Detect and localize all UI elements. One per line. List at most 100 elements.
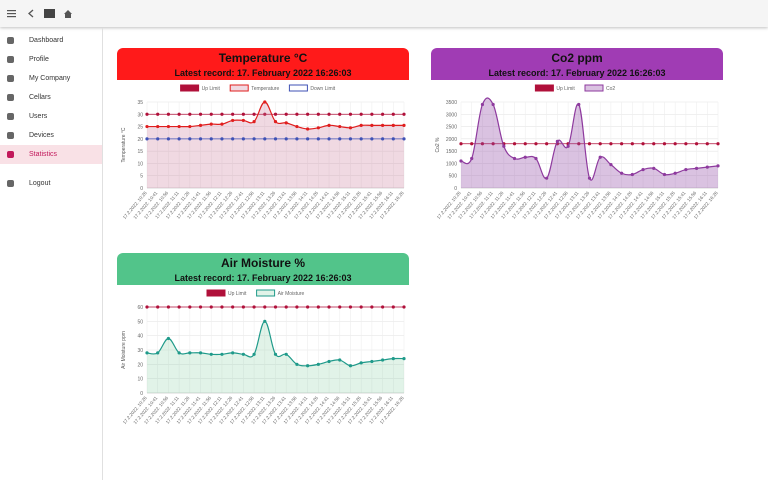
legend-swatch <box>288 84 308 92</box>
point <box>652 166 656 170</box>
point <box>284 121 288 125</box>
point <box>380 123 385 127</box>
point <box>273 137 278 141</box>
chart-title: Temperature °C <box>218 51 308 65</box>
point <box>145 124 149 129</box>
point <box>209 112 213 116</box>
point <box>370 359 374 364</box>
nav-item[interactable]: Dashboard <box>0 31 102 50</box>
point <box>402 112 406 116</box>
point <box>402 305 406 309</box>
point <box>370 123 374 127</box>
point <box>198 351 203 355</box>
point <box>491 142 495 146</box>
point <box>316 137 320 141</box>
point <box>263 137 267 141</box>
point <box>177 137 181 141</box>
y-tick-label: 5 <box>140 174 143 180</box>
point <box>705 142 709 146</box>
point <box>609 142 613 146</box>
nav-icon <box>7 113 14 120</box>
point <box>263 112 267 116</box>
point <box>630 172 634 177</box>
y-tick-label: 10 <box>137 161 143 167</box>
y-tick-label: 3000 <box>446 112 457 118</box>
point <box>480 102 485 107</box>
point <box>694 166 699 170</box>
point <box>587 142 592 146</box>
nav-item[interactable]: Devices <box>0 126 102 145</box>
point <box>327 137 331 141</box>
point <box>523 155 527 159</box>
point <box>370 305 374 309</box>
point <box>198 123 203 127</box>
y-axis-label: Air Moisture ppm <box>121 331 127 369</box>
point <box>459 159 463 163</box>
nav-item[interactable]: Cellars <box>0 88 102 107</box>
point <box>662 172 667 177</box>
point <box>359 123 363 127</box>
y-tick-label: 15 <box>137 149 143 155</box>
chart-card: Temperature °C Latest record: 17. Februar… <box>117 48 409 245</box>
nav-item[interactable]: Users <box>0 107 102 126</box>
point <box>209 137 213 141</box>
point <box>166 137 171 141</box>
point <box>231 351 235 355</box>
point <box>391 305 395 309</box>
y-tick-label: 3500 <box>446 100 457 106</box>
point <box>491 102 495 107</box>
point <box>273 352 278 356</box>
point <box>209 352 213 356</box>
legend-swatch <box>256 289 276 297</box>
point <box>220 122 224 126</box>
point <box>338 358 342 362</box>
point <box>316 126 320 130</box>
point <box>145 305 149 309</box>
point <box>241 118 245 123</box>
point <box>684 167 688 172</box>
point <box>252 305 256 309</box>
point <box>188 124 192 129</box>
y-tick-label: 10 <box>137 377 143 383</box>
point <box>380 112 385 116</box>
nav-label: Profile <box>29 56 49 63</box>
point <box>470 156 474 161</box>
point <box>359 112 363 116</box>
point <box>705 165 709 169</box>
point <box>198 305 203 309</box>
sidebar: Dashboard Profile My Company Cellars Users De… <box>0 28 103 480</box>
point <box>609 163 613 167</box>
point <box>512 142 517 146</box>
point <box>359 305 363 309</box>
point <box>295 124 299 129</box>
area <box>461 97 718 188</box>
chart-title: Air Moisture % <box>220 256 305 270</box>
point <box>348 126 353 130</box>
point <box>694 142 699 146</box>
nav-label: Dashboard <box>29 37 64 44</box>
point <box>598 155 602 159</box>
chart: Up Limit Co205001000150020002500300035001… <box>435 84 720 220</box>
point <box>348 305 353 309</box>
point <box>470 142 474 146</box>
legend-swatch <box>584 84 604 92</box>
nav-item[interactable]: Profile <box>0 50 102 69</box>
point <box>273 120 278 124</box>
point <box>241 352 245 356</box>
point <box>316 305 320 309</box>
point <box>156 112 160 116</box>
point <box>380 358 385 362</box>
point <box>241 112 245 116</box>
point <box>380 305 385 309</box>
point <box>220 352 224 356</box>
nav-icon <box>7 180 14 187</box>
nav-item[interactable]: My Company <box>0 69 102 88</box>
point <box>284 112 288 116</box>
point <box>359 361 363 365</box>
chart-card: Air Moisture % Latest record: 17. Februar… <box>117 253 409 450</box>
point <box>534 156 538 161</box>
nav-item[interactable]: Statistics <box>0 145 102 164</box>
point <box>295 362 299 366</box>
logout[interactable]: Logout <box>0 174 102 193</box>
point <box>338 124 342 129</box>
